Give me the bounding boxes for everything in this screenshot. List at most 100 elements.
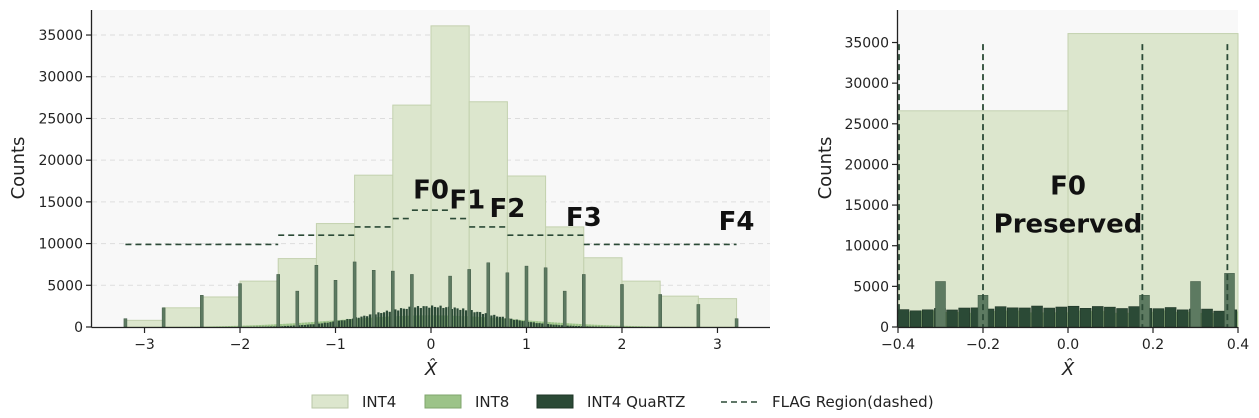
quartz-bar — [442, 307, 445, 327]
int8-bar — [292, 323, 296, 327]
int8-bar — [233, 325, 237, 327]
int8-bar — [310, 322, 314, 327]
quartz-bar — [360, 316, 363, 327]
int8-bar — [572, 323, 576, 327]
quartz-bar — [286, 325, 290, 327]
x-axis-label: X̂ — [1061, 359, 1075, 380]
quartz-bar — [385, 310, 389, 327]
quartz-bar — [309, 324, 312, 327]
int8-bar — [643, 326, 647, 327]
int8-bar — [307, 322, 311, 327]
quartz-bar — [318, 323, 321, 327]
x-axis-label: X̂ — [424, 359, 438, 380]
quartz-bar — [1176, 309, 1189, 328]
int8-bar — [631, 326, 635, 327]
int8-bar — [625, 325, 628, 327]
int8-bar — [591, 324, 595, 327]
quartz-bar — [481, 313, 485, 327]
y-tick-label: 0 — [880, 320, 889, 336]
quartz-bar — [1031, 305, 1043, 328]
quartz-spike — [391, 270, 395, 328]
int8-bar — [264, 324, 268, 327]
y-tick-label: 25000 — [844, 117, 889, 133]
quartz-bar — [292, 325, 295, 327]
histogram-panel-main: F0 F1 F2 F3 F4 0 5000 10000 15000 20000 25000 3000… — [8, 10, 770, 380]
int8-bar — [560, 322, 564, 327]
int8-bar — [227, 326, 231, 327]
quartz-bar — [1091, 306, 1104, 328]
flag-label: Preserved — [994, 210, 1143, 240]
quartz-bar — [284, 325, 287, 327]
quartz-bar — [450, 308, 453, 327]
int8-bar — [283, 323, 286, 327]
quartz-bar — [470, 309, 473, 327]
int4-bar — [659, 295, 699, 328]
quartz-bar — [1116, 308, 1128, 328]
int8-bar — [609, 325, 613, 327]
y-axis-label: Counts — [8, 137, 29, 200]
quartz-spike — [1139, 295, 1150, 328]
quartz-spike — [276, 274, 280, 328]
legend-swatch-int4 — [311, 394, 349, 409]
quartz-bar — [431, 305, 434, 327]
int8-bar — [551, 322, 554, 327]
quartz-bar — [340, 320, 343, 327]
quartz-bar — [269, 326, 273, 327]
histogram-panel-zoom: F0 Preserved 0 5000 10000 15000 20000 25000 300… — [815, 10, 1249, 380]
int4-bar — [621, 280, 661, 328]
quartz-bar — [301, 324, 304, 327]
quartz-bar — [552, 324, 555, 327]
quartz-spike — [410, 274, 414, 328]
int4-bar — [583, 257, 623, 328]
int4-bar — [697, 298, 738, 328]
quartz-bar — [532, 322, 535, 327]
y-tick-label: 30000 — [38, 70, 83, 86]
legend: INT4 INT8 INT4 QuaRTZ FLAG Region(dashed… — [311, 393, 934, 411]
quartz-spike — [696, 304, 701, 328]
x-tick-label: −0.4 — [881, 337, 915, 353]
quartz-bar — [298, 325, 301, 327]
y-axis-label: Counts — [815, 137, 836, 200]
int8-bar — [640, 326, 644, 327]
quartz-bar — [337, 320, 340, 327]
flag-label: F0 — [413, 176, 449, 206]
quartz-spike — [448, 275, 452, 328]
int8-bar — [252, 325, 256, 327]
int8-bar — [569, 323, 573, 327]
quartz-bar — [1006, 307, 1019, 328]
x-tick-label: 0.2 — [1142, 337, 1164, 353]
x-tick-label: −0.2 — [966, 337, 1000, 353]
quartz-bar — [382, 312, 386, 327]
flag-annotations: F0 F1 F2 F3 F4 — [413, 176, 754, 238]
quartz-bar — [586, 326, 589, 327]
quartz-bar — [1055, 306, 1068, 328]
quartz-bar — [453, 307, 456, 327]
int8-bar — [261, 324, 265, 327]
int8-bar — [585, 324, 588, 327]
y-tick-label: 35000 — [844, 36, 889, 52]
quartz-bar — [1213, 310, 1225, 328]
quartz-bar — [399, 308, 403, 327]
quartz-bars — [125, 305, 736, 327]
quartz-bar — [504, 318, 507, 327]
grid-lines — [92, 34, 770, 286]
y-tick-label: 0 — [74, 320, 83, 336]
quartz-bar — [312, 324, 315, 327]
quartz-bar — [484, 313, 487, 327]
legend-label-int4: INT4 — [362, 393, 396, 411]
int8-bar — [218, 326, 222, 327]
quartz-spikes — [123, 261, 739, 328]
quartz-spike — [658, 294, 662, 328]
quartz-bar — [577, 326, 581, 327]
quartz-bar — [433, 306, 437, 327]
x-tick-label: −1 — [325, 337, 346, 353]
quartz-bar — [326, 322, 329, 327]
quartz-bar — [495, 316, 499, 327]
quartz-spike — [582, 274, 586, 328]
quartz-bar — [346, 318, 349, 327]
int8-bar — [212, 326, 215, 327]
quartz-bar — [572, 325, 575, 327]
int8-bar — [344, 319, 348, 327]
y-tick-label: 10000 — [844, 239, 889, 255]
quartz-spike — [486, 262, 491, 328]
